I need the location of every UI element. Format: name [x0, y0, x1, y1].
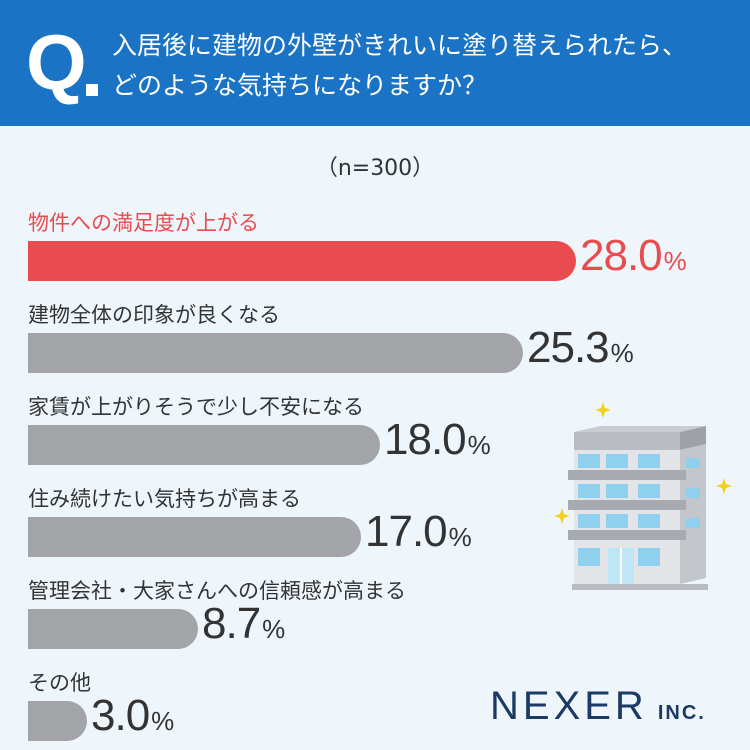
bar — [28, 333, 523, 373]
value-label: 18.0% — [384, 415, 491, 465]
value-unit: % — [151, 706, 175, 736]
category-label: 管理会社・大家さんへの信頼感が高まる — [28, 579, 406, 603]
value-unit: % — [262, 614, 286, 644]
value-unit: % — [663, 246, 687, 276]
category-label: その他 — [28, 671, 91, 695]
q-dot-shape — [86, 84, 98, 96]
value-number: 25.3 — [527, 323, 610, 372]
logo-sub: INC. — [657, 702, 706, 724]
value-number: 8.7 — [202, 599, 261, 648]
q-mark: Q — [26, 18, 87, 106]
question-line-1: 入居後に建物の外壁がきれいに塗り替えられたら、 — [112, 31, 688, 60]
value-unit: % — [467, 430, 491, 460]
building-icon — [554, 402, 732, 590]
category-label: 住み続けたい気持ちが高まる — [28, 487, 301, 511]
question-line-2: どのような気持ちになりますか？ — [112, 71, 488, 100]
value-label: 28.0% — [580, 231, 687, 281]
value-label: 17.0% — [365, 507, 472, 557]
value-number: 17.0 — [365, 507, 448, 556]
value-label: 3.0% — [91, 691, 174, 741]
question-header: Q 入居後に建物の外壁がきれいに塗り替えられたら、 どのような気持ちになりますか… — [0, 0, 750, 126]
value-number: 28.0 — [580, 231, 663, 280]
category-label: 物件への満足度が上がる — [28, 211, 259, 235]
value-label: 25.3% — [527, 323, 634, 373]
bar — [28, 517, 361, 557]
bar — [28, 241, 576, 281]
category-label: 家賃が上がりそうで少し不安になる — [28, 395, 364, 419]
bar — [28, 609, 198, 649]
sample-size: （n=300） — [315, 156, 435, 181]
category-label: 建物全体の印象が良くなる — [28, 303, 280, 327]
nexer-logo: NEXER INC. — [490, 684, 706, 729]
bar — [28, 425, 380, 465]
bar — [28, 701, 87, 741]
value-number: 18.0 — [384, 415, 467, 464]
value-unit: % — [610, 338, 634, 368]
question-text: 入居後に建物の外壁がきれいに塗り替えられたら、 どのような気持ちになりますか？ — [112, 26, 732, 106]
logo-main: NEXER — [490, 684, 648, 728]
value-unit: % — [448, 522, 472, 552]
value-label: 8.7% — [202, 599, 285, 649]
value-number: 3.0 — [91, 691, 150, 740]
